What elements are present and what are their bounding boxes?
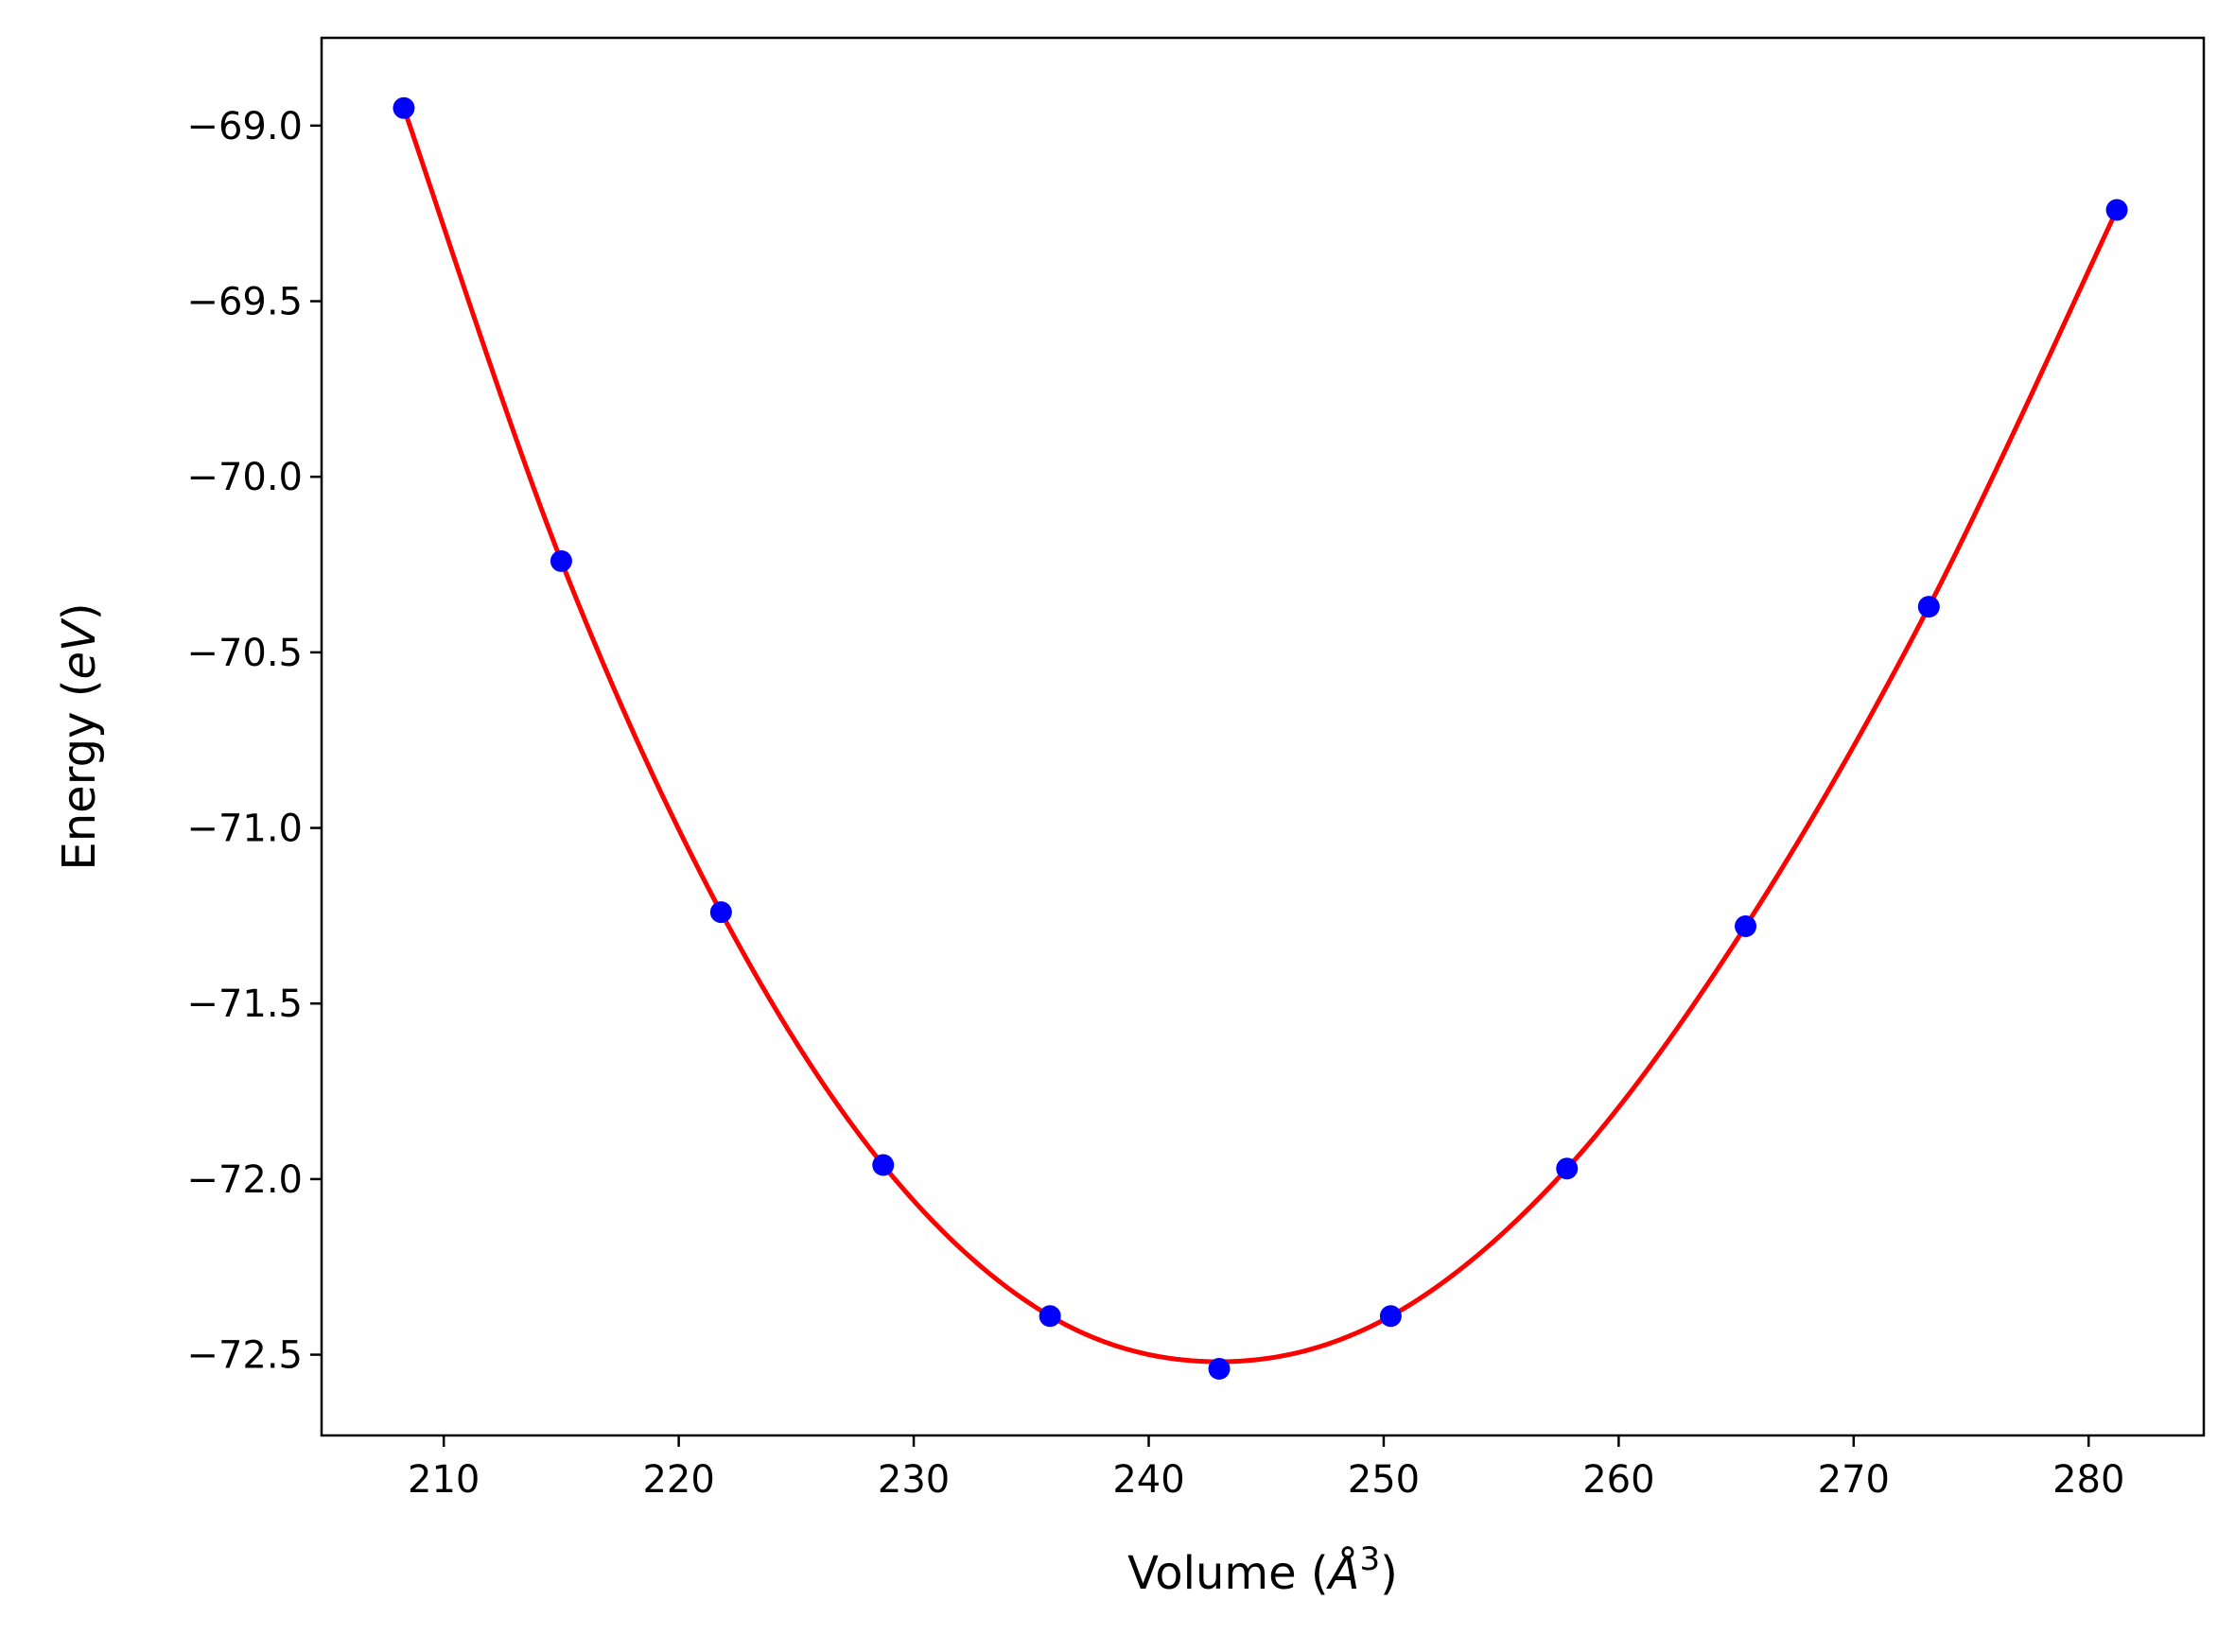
x-axis-title-prefix: Volume (: [1127, 1547, 1329, 1600]
y-tick-label: −72.5: [186, 1334, 303, 1378]
y-tick-label: −71.0: [186, 808, 303, 851]
data-point: [1379, 1305, 1402, 1328]
data-point: [872, 1154, 895, 1176]
y-axis-ticks: −69.0 −69.5 −70.0 −70.5 −71.0 −71.5 −72.0 −72.5: [186, 105, 322, 1378]
x-tick-label: 270: [1818, 1458, 1890, 1502]
x-axis-title: Volume (Å3): [1127, 1540, 1398, 1600]
y-tick-label: −69.5: [186, 281, 303, 324]
y-tick-label: −72.0: [186, 1158, 303, 1202]
data-point: [1917, 596, 1940, 618]
y-tick-label: −69.0: [186, 105, 303, 148]
x-axis-ticks: 210 220 230 240 250 260 270 280: [408, 1435, 2124, 1502]
data-point: [2105, 199, 2128, 221]
x-axis-title-exponent: 3: [1359, 1540, 1380, 1578]
x-tick-label: 230: [878, 1458, 950, 1502]
data-point: [550, 549, 572, 572]
y-tick-label: −70.0: [186, 456, 303, 499]
y-tick-label: −71.5: [186, 983, 303, 1026]
y-axis-title-prefix: Energy (: [53, 680, 106, 871]
x-tick-label: 250: [1348, 1458, 1420, 1502]
x-tick-label: 240: [1112, 1458, 1184, 1502]
data-point: [709, 901, 732, 924]
y-axis-title: Energy (eV): [53, 602, 106, 870]
data-point: [1556, 1157, 1579, 1180]
data-points: [393, 96, 2128, 1380]
y-axis-title-symbol: eV: [53, 617, 106, 680]
data-point: [1039, 1305, 1061, 1328]
x-tick-label: 220: [642, 1458, 714, 1502]
x-axis-title-symbol: Å: [1326, 1546, 1360, 1600]
y-tick-label: −70.5: [186, 632, 303, 675]
data-point: [393, 96, 415, 119]
x-tick-label: 260: [1582, 1458, 1654, 1502]
plot-area: [393, 96, 2128, 1380]
axes-frame: [320, 36, 2206, 1437]
x-axis-title-suffix: ): [1380, 1547, 1398, 1600]
data-point: [1208, 1357, 1231, 1380]
x-tick-label: 210: [408, 1458, 480, 1502]
y-axis-title-suffix: ): [53, 602, 106, 620]
data-point: [1735, 915, 1757, 938]
x-tick-label: 280: [2052, 1458, 2124, 1502]
